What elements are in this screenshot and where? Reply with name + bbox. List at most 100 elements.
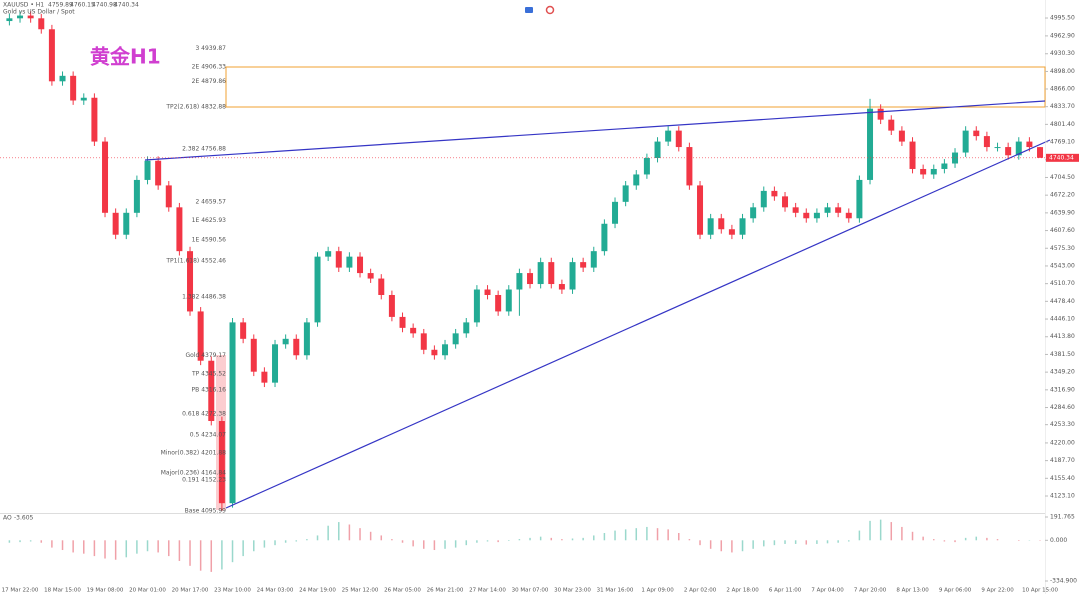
candle-body bbox=[707, 218, 714, 235]
trend-line bbox=[144, 100, 1046, 161]
y-tick-label: 4349.20 bbox=[1050, 369, 1075, 376]
x-tick-label: 2 Apr 18:00 bbox=[726, 588, 759, 594]
x-tick-label: 2 Apr 02:00 bbox=[684, 588, 717, 594]
y-tick-label: 4413.80 bbox=[1050, 333, 1075, 340]
candle-body bbox=[590, 251, 597, 268]
y-tick-label: 4704.50 bbox=[1050, 174, 1075, 181]
chart-title: 黄金H1 bbox=[90, 45, 161, 69]
candle-body bbox=[909, 141, 916, 169]
fib-label: 0.191 4152.23 bbox=[182, 477, 226, 484]
candle-body bbox=[920, 168, 927, 175]
candle-body bbox=[17, 15, 24, 19]
candle-body bbox=[123, 212, 130, 235]
fib-label: TP1(1.618) 4552.46 bbox=[165, 257, 226, 264]
candle-body bbox=[824, 207, 831, 213]
candle-body bbox=[346, 256, 353, 268]
icon[interactable] bbox=[525, 7, 533, 13]
candle-body bbox=[431, 349, 438, 356]
candle-body bbox=[633, 174, 640, 186]
candle-body bbox=[367, 273, 374, 279]
target-box bbox=[225, 66, 1046, 108]
candle-body bbox=[240, 322, 247, 339]
y-tick-label: 4284.60 bbox=[1050, 404, 1075, 411]
candle-body bbox=[399, 316, 406, 328]
candle-body bbox=[229, 322, 236, 504]
y-tick-label: 4833.70 bbox=[1050, 103, 1075, 110]
candle-body bbox=[739, 218, 746, 235]
price-label: 4740.34 bbox=[1049, 154, 1074, 161]
candle-body bbox=[388, 294, 395, 317]
y-tick-label: 4220.00 bbox=[1050, 439, 1075, 446]
y-tick-label: 4253.30 bbox=[1050, 421, 1075, 428]
candle-body bbox=[856, 179, 863, 219]
fib-label: 0.5 4234.07 bbox=[190, 432, 226, 439]
ao-tick-label: -334.900 bbox=[1050, 577, 1077, 584]
y-tick-label: 4769.10 bbox=[1050, 139, 1075, 146]
y-tick-label: 4123.10 bbox=[1050, 493, 1075, 500]
y-tick-label: 4672.20 bbox=[1050, 192, 1075, 199]
candle-body bbox=[1026, 141, 1033, 148]
candle-body bbox=[941, 163, 948, 169]
ohlc-open: 4759.89 bbox=[48, 2, 73, 9]
candle-body bbox=[38, 18, 45, 30]
ohlc-high: 4760.15 bbox=[70, 2, 95, 9]
candle-body bbox=[558, 284, 565, 290]
candle-body bbox=[272, 344, 279, 383]
candle-body bbox=[48, 29, 55, 82]
marks bbox=[6, 11, 1044, 572]
candle-body bbox=[293, 338, 300, 356]
ao-value: -3.605 bbox=[14, 515, 34, 522]
x-tick-label: 7 Apr 04:00 bbox=[811, 588, 844, 594]
candle-body bbox=[59, 75, 66, 82]
x-tick-label: 24 Mar 19:00 bbox=[299, 588, 336, 594]
candle-body bbox=[845, 212, 852, 219]
candle-body bbox=[930, 168, 937, 175]
candle-body bbox=[527, 273, 534, 285]
candle-body bbox=[208, 360, 215, 422]
fib-label: 1E 4590.56 bbox=[192, 236, 227, 243]
candle-body bbox=[612, 201, 619, 224]
x-tick-label: 27 Mar 14:00 bbox=[469, 588, 506, 594]
candle-body bbox=[357, 256, 364, 274]
candle-body bbox=[665, 130, 672, 142]
fib-label: 2E 4879.86 bbox=[192, 78, 227, 85]
x-tick-label: 9 Apr 06:00 bbox=[939, 588, 972, 594]
x-tick-label: 9 Apr 22:00 bbox=[981, 588, 1014, 594]
x-tick-label: 1 Apr 09:00 bbox=[641, 588, 674, 594]
candle-body bbox=[867, 108, 874, 180]
x-tick-label: 8 Apr 13:00 bbox=[896, 588, 929, 594]
y-tick-label: 4381.50 bbox=[1050, 351, 1075, 358]
y-tick-label: 4866.00 bbox=[1050, 85, 1075, 92]
y-tick-label: 4510.70 bbox=[1050, 280, 1075, 287]
fib-label: PB 4316.16 bbox=[192, 387, 227, 394]
y-tick-label: 4155.40 bbox=[1050, 475, 1075, 482]
ohlc-close: 4740.34 bbox=[114, 2, 139, 9]
candle-body bbox=[750, 207, 757, 219]
y-tick-label: 4543.00 bbox=[1050, 262, 1075, 269]
ao-tick-label: 191.765 bbox=[1050, 513, 1075, 520]
description: Gold vs US Dollar / Spot bbox=[3, 9, 75, 16]
icon[interactable] bbox=[545, 5, 555, 15]
candle-body bbox=[622, 185, 629, 202]
fib-label: Minor(0.382) 4201.88 bbox=[161, 449, 227, 456]
candle-body bbox=[771, 190, 778, 197]
fib-label: 0.618 4272.38 bbox=[182, 411, 226, 418]
candle-body bbox=[165, 185, 172, 208]
candle-body bbox=[102, 141, 109, 213]
candle-body bbox=[325, 251, 332, 257]
candle-body bbox=[516, 273, 523, 290]
candle-body bbox=[803, 212, 810, 219]
x-tick-label: 6 Apr 11:00 bbox=[769, 588, 802, 594]
candle-body bbox=[484, 289, 491, 295]
fib-label: 2 4659.57 bbox=[195, 199, 226, 206]
candle-body bbox=[473, 289, 480, 323]
candle-body bbox=[718, 218, 725, 230]
ohlc-low: 4740.98 bbox=[92, 2, 117, 9]
candle-body bbox=[1005, 147, 1012, 156]
candle-body bbox=[983, 136, 990, 148]
trend-line bbox=[225, 139, 1051, 509]
y-tick-label: 4930.30 bbox=[1050, 50, 1075, 57]
candle-body bbox=[218, 421, 225, 504]
